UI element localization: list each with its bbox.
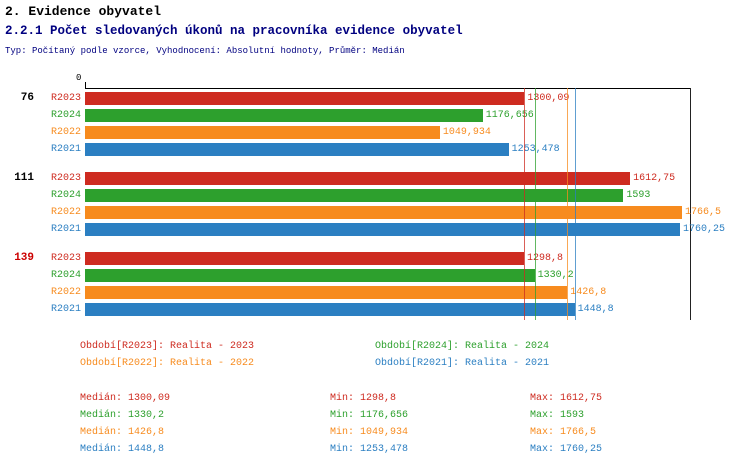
bar-value-label: 1253,478	[511, 144, 560, 155]
bar-value-label: 1760,25	[682, 224, 725, 235]
legend-item-r2024: Období[R2024]: Realita - 2024	[375, 341, 550, 352]
stat-min-r2021: Min: 1253,478	[330, 444, 409, 455]
bar-value-label: 1593	[626, 190, 651, 201]
x-axis-line	[85, 88, 690, 89]
stat-max-r2021: Max: 1760,25	[530, 444, 603, 455]
series-label: R2021	[50, 304, 81, 315]
series-label: R2024	[50, 110, 81, 121]
bar-value-label: 1300,09	[527, 93, 570, 104]
bar-r2024	[85, 189, 624, 202]
stat-max-r2022: Max: 1766,5	[530, 427, 597, 438]
bar-r2021	[85, 303, 575, 316]
group-label: 76	[20, 92, 34, 104]
bar-r2021	[85, 143, 509, 156]
stat-max-r2023: Max: 1612,75	[530, 393, 603, 404]
stat-max-r2024: Max: 1593	[530, 410, 585, 421]
x-axis-origin-label: 0	[76, 73, 82, 83]
median-line-r2024	[534, 88, 536, 320]
bar-r2023	[85, 172, 631, 185]
stat-median-r2022: Medián: 1426,8	[80, 427, 165, 438]
bar-value-label: 1448,8	[577, 304, 614, 315]
stat-min-r2023: Min: 1298,8	[330, 393, 397, 404]
bar-r2023	[85, 92, 525, 105]
report-subtitle: 2.2.1 Počet sledovaných úkonů na pracovn…	[5, 24, 463, 38]
median-line-r2022	[567, 88, 569, 320]
bar-r2021	[85, 223, 680, 236]
bar-value-label: 1766,5	[685, 207, 722, 218]
report-meta-line: Typ: Počítaný podle vzorce, Vyhodnocení:…	[5, 46, 405, 56]
series-label: R2021	[50, 144, 81, 155]
series-label: R2022	[50, 287, 81, 298]
series-label: R2022	[50, 207, 81, 218]
bar-value-label: 1049,934	[442, 127, 491, 138]
group-label: 139	[14, 252, 34, 264]
group-label: 111	[14, 172, 34, 184]
x-axis-origin-tick	[85, 82, 86, 88]
stat-median-r2021: Medián: 1448,8	[80, 444, 165, 455]
bar-value-label: 1176,656	[485, 110, 534, 121]
bar-r2024	[85, 269, 535, 282]
median-line-r2021	[574, 88, 576, 320]
bar-r2022	[85, 286, 568, 299]
legend-item-r2021: Období[R2021]: Realita - 2021	[375, 358, 550, 369]
bar-value-label: 1298,8	[526, 253, 563, 264]
stat-median-r2023: Medián: 1300,09	[80, 393, 171, 404]
report-title: 2. Evidence obyvatel	[5, 4, 162, 19]
bar-r2022	[85, 126, 440, 139]
bar-value-label: 1612,75	[633, 173, 676, 184]
legend-item-r2022: Období[R2022]: Realita - 2022	[80, 358, 255, 369]
stat-min-r2022: Min: 1049,934	[330, 427, 409, 438]
series-label: R2022	[50, 127, 81, 138]
bar-value-label: 1330,2	[537, 270, 574, 281]
bar-r2022	[85, 206, 683, 219]
plot-right-border	[690, 88, 691, 320]
series-label: R2021	[50, 224, 81, 235]
median-line-r2023	[524, 88, 526, 320]
series-label: R2023	[50, 93, 81, 104]
stat-min-r2024: Min: 1176,656	[330, 410, 409, 421]
series-label: R2023	[50, 253, 81, 264]
series-label: R2023	[50, 173, 81, 184]
bar-r2023	[85, 252, 524, 265]
bar-r2024	[85, 109, 483, 122]
bar-value-label: 1426,8	[570, 287, 607, 298]
series-label: R2024	[50, 190, 81, 201]
legend-item-r2023: Období[R2023]: Realita - 2023	[80, 341, 255, 352]
series-label: R2024	[50, 270, 81, 281]
stat-median-r2024: Medián: 1330,2	[80, 410, 165, 421]
